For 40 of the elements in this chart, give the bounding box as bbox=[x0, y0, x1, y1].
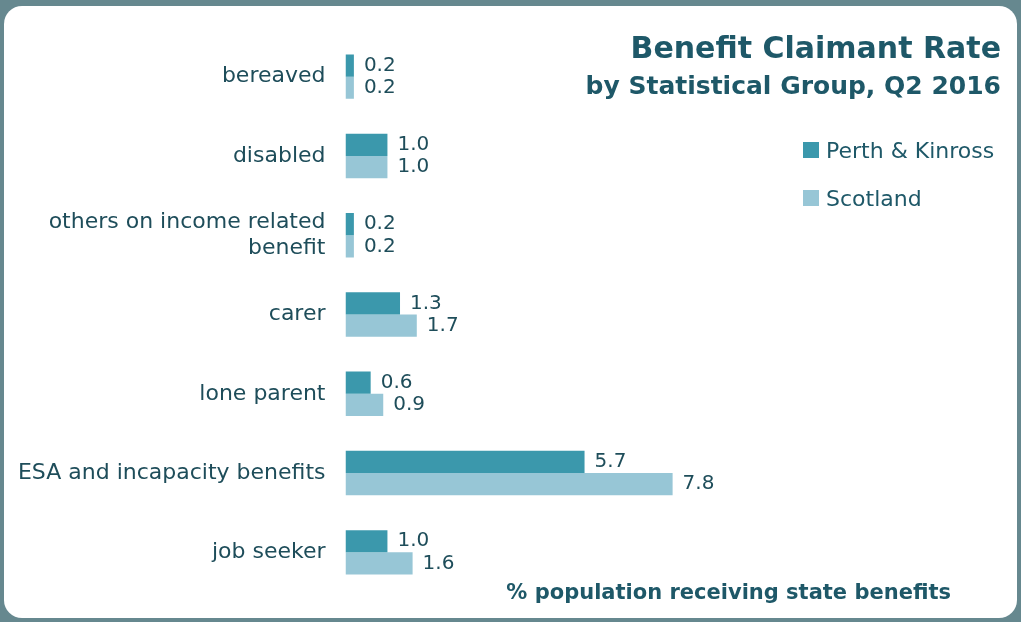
data-label: 0.2 bbox=[363, 232, 396, 257]
bar bbox=[345, 371, 371, 394]
y-tick-label: carer bbox=[268, 300, 327, 326]
text: by Statistical Group, Q2 2016 bbox=[585, 70, 1001, 102]
bar bbox=[345, 155, 388, 179]
y-tick-label: lone parent bbox=[199, 379, 326, 405]
x-axis-title: % population receiving state benefits bbox=[506, 580, 951, 604]
bar bbox=[345, 213, 354, 236]
bar bbox=[345, 393, 384, 416]
text: Benefit Claimant Rate bbox=[629, 30, 1001, 66]
data-label: 0.2 bbox=[363, 210, 396, 235]
bar bbox=[345, 450, 585, 474]
y-tick-label: ESA and incapacity benefits bbox=[17, 458, 326, 484]
bar bbox=[345, 552, 413, 575]
bar bbox=[345, 530, 388, 553]
data-label: 0.9 bbox=[393, 391, 426, 416]
bar bbox=[345, 133, 388, 156]
y-tick-label: others on income related benefit bbox=[48, 207, 326, 260]
bar bbox=[345, 292, 401, 315]
data-label: 0.2 bbox=[363, 51, 396, 76]
data-label: 1.7 bbox=[426, 311, 459, 336]
data-label: 1.3 bbox=[410, 289, 442, 314]
data-label: 7.8 bbox=[682, 470, 715, 495]
bar bbox=[345, 54, 354, 77]
data-label: 0.2 bbox=[363, 73, 396, 98]
data-label: 5.7 bbox=[594, 448, 627, 473]
data-label: 1.0 bbox=[397, 527, 430, 552]
data-label: 1.6 bbox=[422, 549, 455, 574]
bar bbox=[345, 76, 354, 99]
y-tick-label: job seeker bbox=[210, 538, 327, 564]
data-label: 1.0 bbox=[397, 131, 430, 156]
bar bbox=[345, 314, 417, 337]
bar bbox=[345, 235, 354, 258]
bar bbox=[345, 473, 673, 496]
data-label: 0.6 bbox=[380, 368, 413, 393]
y-tick-label: disabled bbox=[232, 141, 326, 167]
data-label: 1.0 bbox=[397, 153, 430, 178]
y-tick-label: bereaved bbox=[221, 62, 326, 88]
legend-label: Scotland bbox=[826, 185, 922, 211]
legend-label: Perth & Kinross bbox=[826, 137, 995, 163]
